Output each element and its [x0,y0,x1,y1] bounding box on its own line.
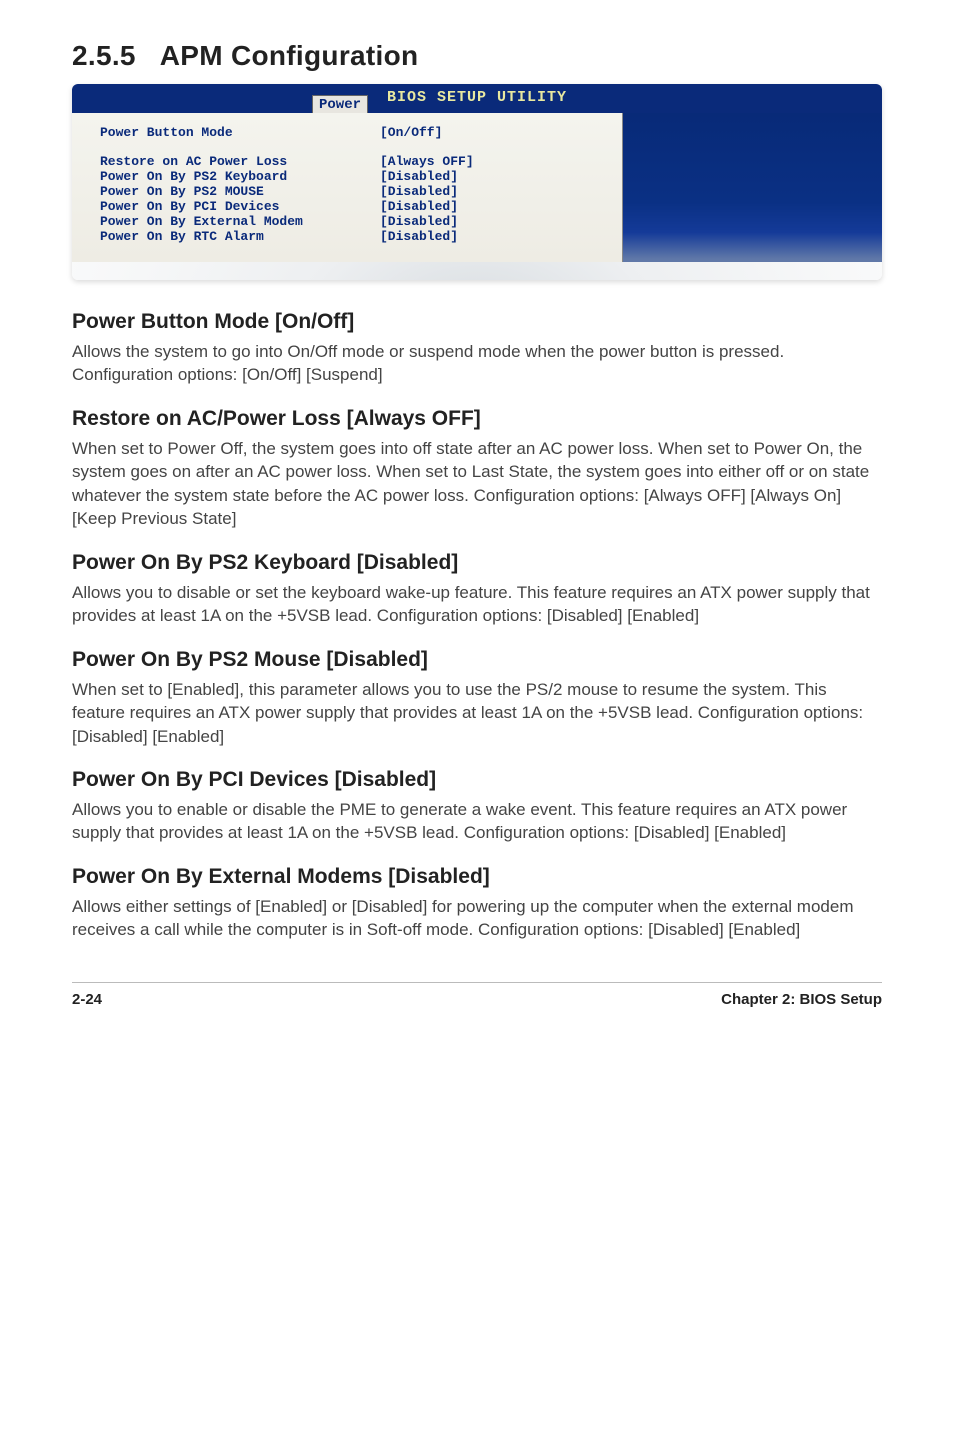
bios-help-panel [623,113,882,262]
bios-setting-value: [Disabled] [380,184,458,199]
bios-setting-key: Power On By RTC Alarm [100,229,380,244]
subsection-body: When set to Power Off, the system goes i… [72,437,882,531]
subsection-body: Allows you to enable or disable the PME … [72,798,882,845]
section-title: 2.5.5 APM Configuration [72,40,882,72]
bios-setting-key: Power On By External Modem [100,214,380,229]
bios-row: Power On By RTC Alarm[Disabled] [100,229,600,244]
subsection: Power On By External Modems [Disabled] A… [72,865,882,942]
bios-screenshot: BIOS SETUP UTILITY Power Power Button Mo… [72,84,882,280]
subsection-heading: Power On By External Modems [Disabled] [72,865,882,889]
subsection-body: Allows the system to go into On/Off mode… [72,340,882,387]
bios-row-gap [100,140,600,154]
subsection: Restore on AC/Power Loss [Always OFF] Wh… [72,407,882,531]
section-number: 2.5.5 [72,40,136,71]
bios-row: Power On By External Modem[Disabled] [100,214,600,229]
subsection-heading: Power On By PCI Devices [Disabled] [72,768,882,792]
bios-row: Power On By PS2 MOUSE[Disabled] [100,184,600,199]
subsection: Power On By PCI Devices [Disabled] Allow… [72,768,882,845]
bios-utility-title: BIOS SETUP UTILITY [72,84,882,106]
section-name: APM Configuration [160,40,419,71]
bios-row: Restore on AC Power Loss[Always OFF] [100,154,600,169]
bios-settings-panel: Power Button Mode [On/Off] Restore on AC… [72,113,623,262]
chapter-title: Chapter 2: BIOS Setup [721,991,882,1008]
subsection-heading: Power On By PS2 Keyboard [Disabled] [72,551,882,575]
subsection-heading: Power On By PS2 Mouse [Disabled] [72,648,882,672]
subsection-body: Allows you to disable or set the keyboar… [72,581,882,628]
bios-setting-key: Restore on AC Power Loss [100,154,380,169]
bios-setting-value: [Disabled] [380,199,458,214]
bios-setting-key: Power On By PS2 MOUSE [100,184,380,199]
subsection-heading: Power Button Mode [On/Off] [72,310,882,334]
subsection-body: When set to [Enabled], this parameter al… [72,678,882,748]
bios-menu-tab: Power [312,95,368,113]
bios-header: BIOS SETUP UTILITY Power [72,84,882,113]
subsection: Power On By PS2 Mouse [Disabled] When se… [72,648,882,748]
bios-setting-value: [Always OFF] [380,154,474,169]
bios-setting-key: Power On By PCI Devices [100,199,380,214]
bios-setting-key: Power On By PS2 Keyboard [100,169,380,184]
bios-row: Power On By PS2 Keyboard[Disabled] [100,169,600,184]
bios-setting-key: Power Button Mode [100,125,380,140]
bios-setting-value: [On/Off] [380,125,442,140]
bios-row: Power On By PCI Devices[Disabled] [100,199,600,214]
subsection: Power On By PS2 Keyboard [Disabled] Allo… [72,551,882,628]
page-number: 2-24 [72,991,102,1008]
bios-setting-value: [Disabled] [380,229,458,244]
page-footer: 2-24 Chapter 2: BIOS Setup [72,982,882,1008]
bios-setting-value: [Disabled] [380,169,458,184]
subsection-body: Allows either settings of [Enabled] or [… [72,895,882,942]
bios-body: Power Button Mode [On/Off] Restore on AC… [72,113,882,262]
subsection: Power Button Mode [On/Off] Allows the sy… [72,310,882,387]
subsection-heading: Restore on AC/Power Loss [Always OFF] [72,407,882,431]
bios-setting-value: [Disabled] [380,214,458,229]
bios-row: Power Button Mode [On/Off] [100,125,600,140]
